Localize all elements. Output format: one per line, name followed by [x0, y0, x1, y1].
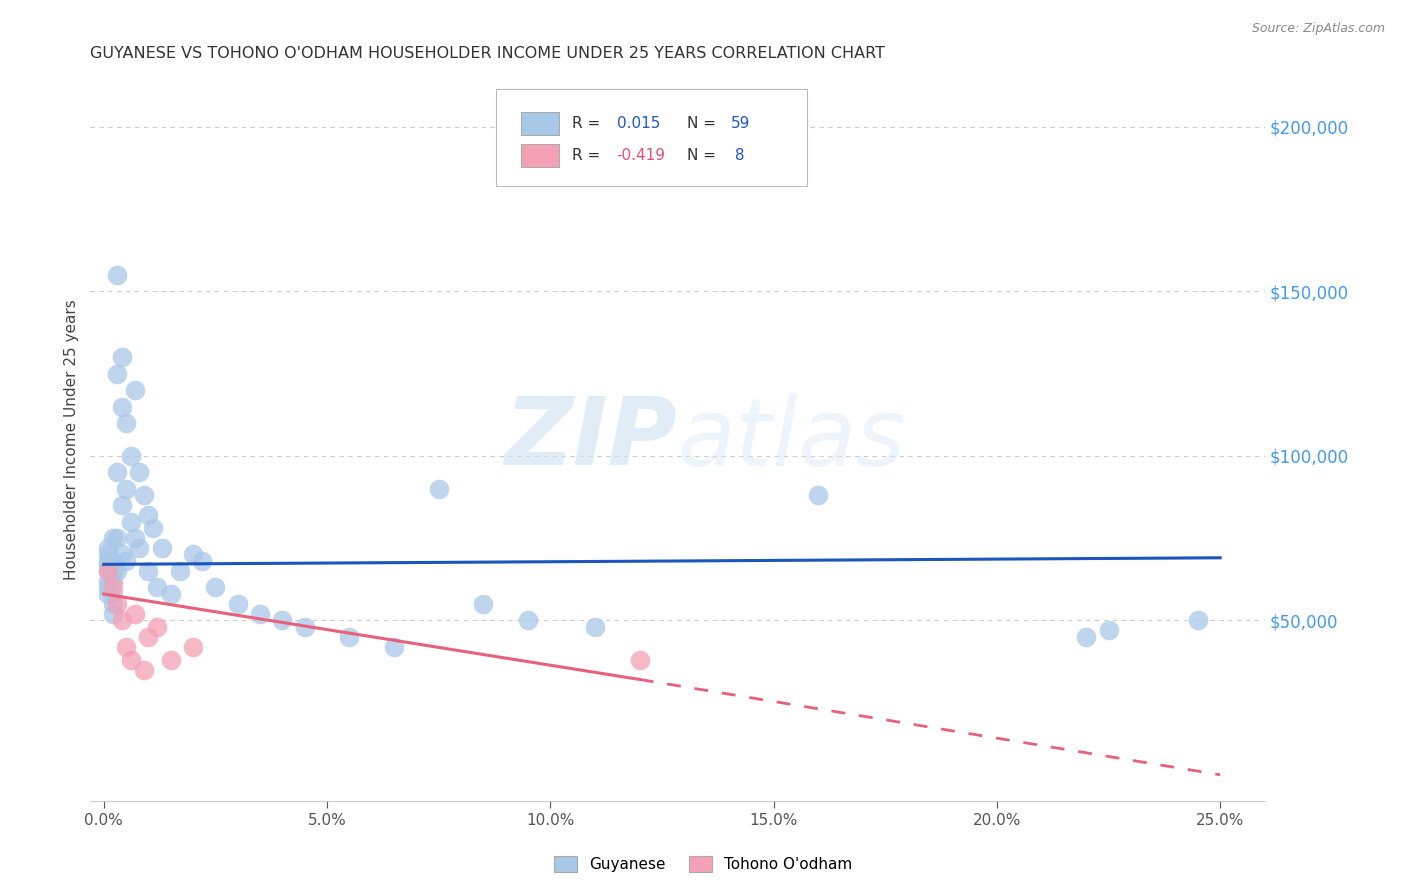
- Point: [628, 653, 651, 667]
- Point: [1076, 630, 1098, 644]
- Point: [101, 607, 124, 621]
- Point: [138, 564, 160, 578]
- Point: [517, 613, 540, 627]
- Point: [105, 465, 128, 479]
- Text: R =: R =: [572, 116, 605, 131]
- Point: [120, 515, 142, 529]
- Point: [115, 482, 138, 496]
- Point: [128, 465, 150, 479]
- Point: [128, 541, 150, 555]
- Point: [124, 531, 146, 545]
- Legend: Guyanese, Tohono O'odham: Guyanese, Tohono O'odham: [547, 848, 859, 880]
- Point: [110, 350, 132, 364]
- Point: [101, 574, 124, 588]
- Text: 8: 8: [731, 147, 745, 162]
- Point: [181, 548, 204, 562]
- Point: [807, 488, 830, 502]
- Text: 59: 59: [731, 116, 749, 131]
- Point: [97, 541, 120, 555]
- Point: [101, 587, 124, 601]
- Point: [204, 580, 226, 594]
- Point: [271, 613, 294, 627]
- Point: [138, 630, 160, 644]
- Point: [150, 541, 173, 555]
- Point: [472, 597, 495, 611]
- Text: atlas: atlas: [678, 394, 905, 485]
- Point: [115, 640, 138, 654]
- Point: [294, 620, 316, 634]
- Point: [97, 580, 120, 594]
- Point: [97, 587, 120, 601]
- Point: [101, 531, 124, 545]
- Point: [101, 597, 124, 611]
- Point: [105, 564, 128, 578]
- Point: [191, 554, 214, 568]
- Point: [159, 587, 181, 601]
- Point: [181, 640, 204, 654]
- Point: [132, 488, 155, 502]
- Point: [337, 630, 360, 644]
- Point: [120, 449, 142, 463]
- Point: [115, 416, 138, 430]
- Point: [97, 564, 120, 578]
- Point: [105, 597, 128, 611]
- Point: [101, 564, 124, 578]
- Text: Source: ZipAtlas.com: Source: ZipAtlas.com: [1251, 22, 1385, 36]
- Point: [105, 367, 128, 381]
- Point: [124, 607, 146, 621]
- Point: [97, 558, 120, 572]
- Point: [226, 597, 249, 611]
- Point: [132, 663, 155, 677]
- Y-axis label: Householder Income Under 25 years: Householder Income Under 25 years: [65, 299, 79, 580]
- Point: [124, 383, 146, 397]
- Point: [169, 564, 191, 578]
- Point: [110, 498, 132, 512]
- Point: [1187, 613, 1209, 627]
- Point: [105, 531, 128, 545]
- Point: [101, 580, 124, 594]
- Text: GUYANESE VS TOHONO O'ODHAM HOUSEHOLDER INCOME UNDER 25 YEARS CORRELATION CHART: GUYANESE VS TOHONO O'ODHAM HOUSEHOLDER I…: [90, 46, 886, 62]
- Point: [120, 653, 142, 667]
- Text: 0.015: 0.015: [616, 116, 659, 131]
- Point: [146, 620, 169, 634]
- Point: [142, 521, 165, 535]
- Point: [110, 613, 132, 627]
- FancyBboxPatch shape: [495, 88, 807, 186]
- Point: [105, 268, 128, 282]
- Point: [97, 564, 120, 578]
- FancyBboxPatch shape: [522, 112, 560, 135]
- Text: ZIP: ZIP: [505, 393, 678, 485]
- Point: [159, 653, 181, 667]
- Point: [97, 574, 120, 588]
- Point: [97, 548, 120, 562]
- Point: [146, 580, 169, 594]
- Text: R =: R =: [572, 147, 605, 162]
- Point: [382, 640, 405, 654]
- Point: [1097, 623, 1119, 637]
- Point: [101, 554, 124, 568]
- Text: -0.419: -0.419: [616, 147, 665, 162]
- Point: [583, 620, 606, 634]
- FancyBboxPatch shape: [522, 144, 560, 167]
- Point: [138, 508, 160, 522]
- Text: N =: N =: [688, 116, 721, 131]
- Point: [110, 400, 132, 414]
- Point: [115, 554, 138, 568]
- Text: N =: N =: [688, 147, 721, 162]
- Point: [97, 554, 120, 568]
- Point: [249, 607, 271, 621]
- Point: [110, 548, 132, 562]
- Point: [427, 482, 450, 496]
